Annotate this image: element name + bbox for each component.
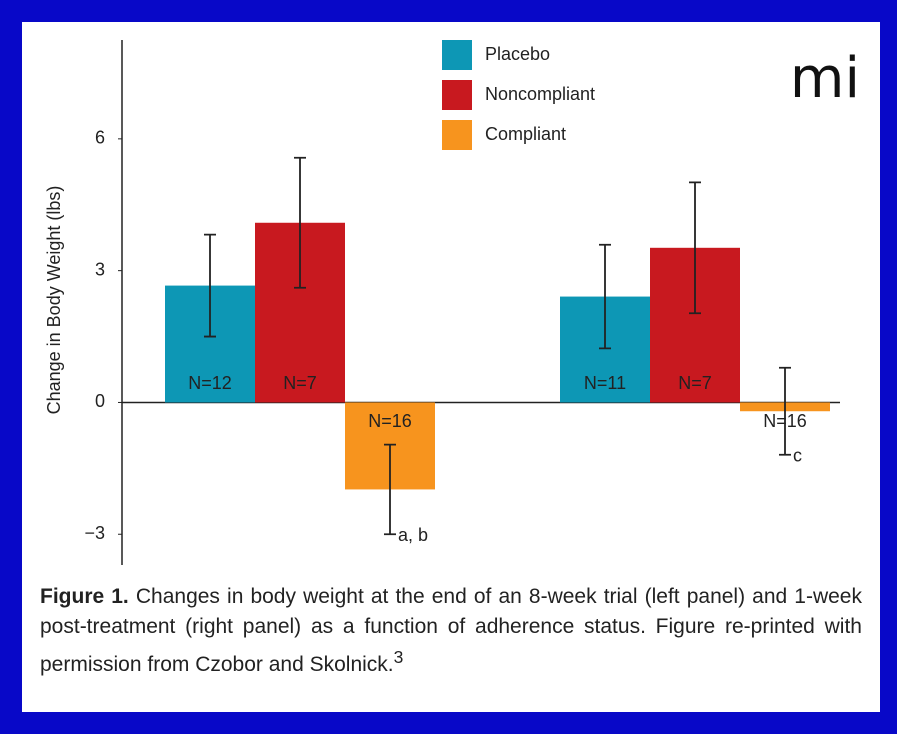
error-bar bbox=[384, 443, 396, 536]
bar-annotation: N=7 bbox=[283, 373, 317, 393]
error-bar bbox=[599, 243, 611, 350]
caption-ref: 3 bbox=[393, 647, 404, 667]
logo: mi bbox=[790, 46, 860, 111]
legend-swatch bbox=[442, 80, 472, 110]
legend-swatch bbox=[442, 120, 472, 150]
bar-annotation: N=16 bbox=[368, 411, 412, 431]
legend-swatch bbox=[442, 40, 472, 70]
caption-label: Figure 1. bbox=[40, 585, 129, 608]
caption: Figure 1. Changes in body weight at the … bbox=[40, 582, 862, 680]
significance-note: c bbox=[793, 445, 802, 465]
y-tick-label: 6 bbox=[95, 128, 105, 148]
y-tick-label: −3 bbox=[84, 523, 105, 543]
caption-text: Changes in body weight at the end of an … bbox=[40, 585, 862, 676]
legend-label: Compliant bbox=[485, 124, 566, 144]
chart: Change in Body Weight (lbs) mi −3 0 3 6 Plac… bbox=[44, 40, 860, 565]
bar-annotation: N=16 bbox=[763, 411, 807, 431]
y-tick-label: 0 bbox=[95, 391, 105, 411]
legend-label: Placebo bbox=[485, 44, 550, 64]
error-bar bbox=[689, 181, 701, 315]
y-tick-label: 3 bbox=[95, 259, 105, 279]
error-bar bbox=[204, 233, 216, 338]
error-bar bbox=[779, 366, 791, 456]
legend-label: Noncompliant bbox=[485, 84, 595, 104]
bar-annotation: N=11 bbox=[584, 373, 626, 393]
bar-annotation: N=12 bbox=[188, 373, 232, 393]
significance-note: a, b bbox=[398, 525, 428, 545]
y-axis-label: Change in Body Weight (lbs) bbox=[44, 186, 64, 415]
bar-annotation: N=7 bbox=[678, 373, 712, 393]
error-bar bbox=[294, 156, 306, 289]
